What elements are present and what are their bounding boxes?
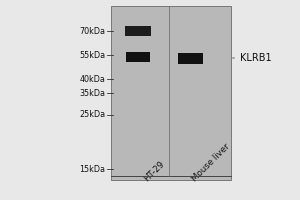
Text: 35kDa: 35kDa [79,88,105,98]
Text: 55kDa: 55kDa [79,50,105,60]
Text: KLRB1: KLRB1 [232,53,272,63]
Text: HT-29: HT-29 [142,159,167,183]
Text: 15kDa: 15kDa [79,164,105,173]
Text: 70kDa: 70kDa [79,26,105,36]
Bar [125,26,151,36]
Text: 40kDa: 40kDa [79,74,105,84]
Bar [111,6,231,180]
Text: Mouse liver: Mouse liver [190,142,232,183]
Bar [178,53,203,64]
Bar [126,52,150,62]
Text: 25kDa: 25kDa [79,110,105,119]
